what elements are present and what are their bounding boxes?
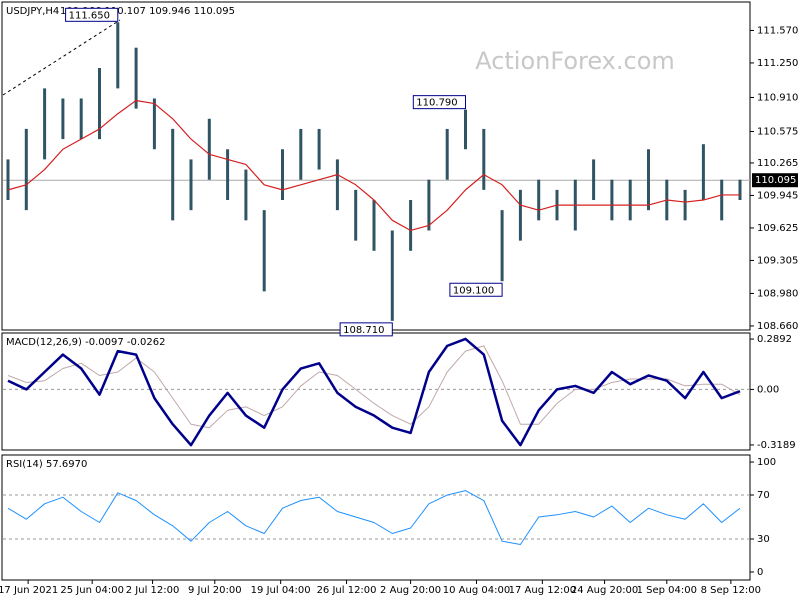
- y-tick-label: 108.660: [757, 321, 798, 332]
- x-tick-label: 8 Sep 12:00: [701, 585, 761, 596]
- y-tick-label: 100: [757, 457, 776, 468]
- annotation-box: [449, 282, 503, 297]
- y-tick-label: 0.2892: [757, 334, 792, 345]
- y-tick-label: 0.00: [757, 384, 779, 395]
- y-tick-label: 110.575: [757, 126, 798, 137]
- panel-subtitle: 109.966 110.107 109.946 110.095: [60, 6, 235, 17]
- last-price-label: 110.095: [755, 175, 796, 186]
- y-tick-label: 111.570: [757, 25, 798, 36]
- last-price-box: [752, 173, 798, 188]
- x-tick-label: 10 Aug 04:00: [443, 585, 510, 596]
- y-tick-label: 110.265: [757, 158, 798, 169]
- x-tick-label: 19 Jul 04:00: [251, 585, 311, 596]
- x-tick-label: 17 Aug 12:00: [509, 585, 576, 596]
- annotation-label: 109.100: [453, 285, 494, 296]
- annotation-box: [65, 7, 119, 22]
- annotation-label: 108.710: [343, 325, 384, 336]
- y-tick-label: 0: [757, 567, 763, 578]
- panel-title: MACD(12,26,9) -0.0097 -0.0262: [6, 337, 166, 348]
- x-tick-label: 17 Jun 2021: [0, 585, 58, 596]
- rsi-line: [7, 490, 741, 545]
- panel-title: USDJPY,H4: [6, 6, 59, 17]
- watermark: ActionForex.com: [475, 47, 675, 75]
- y-tick-label: 110.910: [757, 92, 798, 103]
- y-tick-label: 109.945: [757, 190, 798, 201]
- panel-title: RSI(14) 57.6970: [6, 459, 87, 470]
- x-tick-label: 1 Sep 04:00: [637, 585, 697, 596]
- x-tick-label: 2 Jul 12:00: [126, 585, 180, 596]
- rsi-panel: [1, 454, 751, 581]
- y-tick-label: -0.3189: [757, 440, 796, 451]
- x-tick-label: 9 Jul 20:00: [188, 585, 242, 596]
- y-tick-label: 109.305: [757, 255, 798, 266]
- y-tick-label: 109.625: [757, 223, 798, 234]
- x-tick-label: 2 Aug 20:00: [380, 585, 441, 596]
- annotation-label: 110.790: [416, 98, 457, 109]
- moving-average: [7, 99, 740, 232]
- annotation-box: [412, 95, 466, 110]
- annotation-label: 111.650: [69, 10, 110, 21]
- y-tick-label: 30: [757, 534, 770, 545]
- y-tick-label: 70: [757, 490, 770, 501]
- x-tick-label: 24 Aug 20:00: [571, 585, 638, 596]
- y-tick-label: 111.250: [757, 58, 798, 69]
- annotation-box: [339, 322, 393, 337]
- macd-line: [7, 337, 741, 447]
- macd-line: [7, 345, 741, 429]
- x-tick-label: 26 Jul 12:00: [317, 585, 377, 596]
- trend-line: [2, 19, 121, 96]
- y-tick-label: 108.980: [757, 288, 798, 299]
- x-tick-label: 25 Jun 04:00: [60, 585, 124, 596]
